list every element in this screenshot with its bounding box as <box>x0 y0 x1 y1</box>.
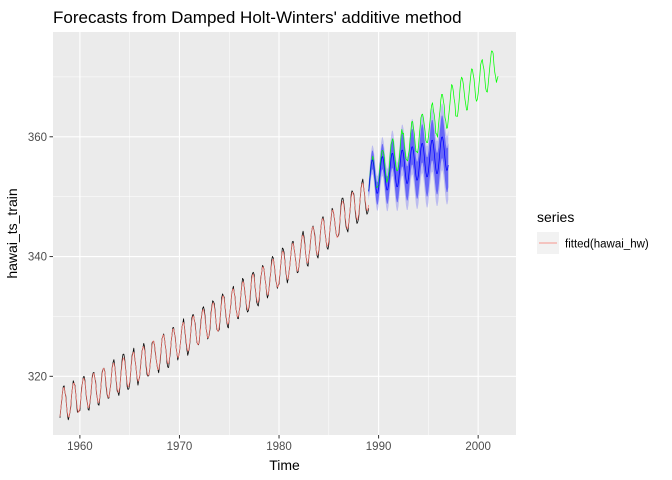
plot-panel <box>53 32 516 435</box>
series-line-point-forecast <box>368 136 449 194</box>
legend-title: series <box>537 209 574 225</box>
series-lines <box>59 50 499 421</box>
y-tick-label: 340 <box>28 252 47 264</box>
minor-gridlines <box>53 32 516 435</box>
legend: series fitted(hawai_hw) <box>537 209 649 254</box>
legend-label: fitted(hawai_hw) <box>565 239 649 251</box>
y-tick-label: 320 <box>28 371 47 383</box>
y-axis-title: hawai_ts_train <box>4 188 20 278</box>
series-line-fitted <box>59 182 369 418</box>
axes: 1960 1970 1980 1990 2000 320 340 360 <box>28 132 491 453</box>
x-tick-label: 2000 <box>465 441 491 453</box>
x-axis-title: Time <box>269 457 300 473</box>
x-tick-label: 1970 <box>167 441 193 453</box>
x-tick-label: 1990 <box>366 441 392 453</box>
y-tick-label: 360 <box>28 132 47 144</box>
series-line-observed-test <box>368 50 499 191</box>
chart-title: Forecasts from Damped Holt-Winters' addi… <box>53 8 462 27</box>
x-tick-label: 1960 <box>67 441 93 453</box>
x-tick-label: 1980 <box>266 441 292 453</box>
